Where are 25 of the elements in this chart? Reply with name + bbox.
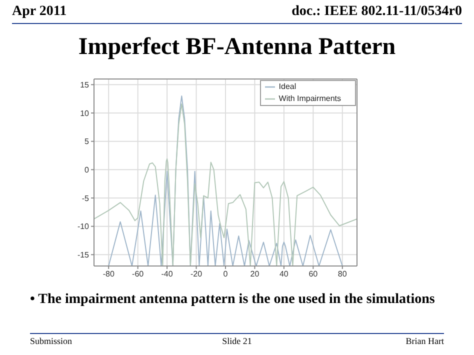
text: • The impairment antenna pattern is the one used in the simulations bbox=[30, 292, 435, 308]
text: doc.: IEEE 802.11-11/0534r0 bbox=[292, 4, 462, 20]
x-tick-label: -60 bbox=[132, 270, 144, 279]
y-tick-label: 10 bbox=[80, 108, 90, 118]
x-tick-label: -80 bbox=[102, 270, 115, 279]
x-tick-label: 0 bbox=[223, 270, 228, 279]
text: Submission bbox=[30, 336, 72, 346]
legend-label: Ideal bbox=[278, 82, 296, 91]
x-tick-label: 40 bbox=[279, 270, 289, 279]
legend-label: With Impairments bbox=[278, 94, 341, 103]
x-tick-label: 60 bbox=[308, 270, 318, 279]
text: Apr 2011 bbox=[12, 4, 67, 20]
chart-title: Imperfect BF-Antenna Pattern bbox=[77, 34, 397, 61]
y-tick-label: -15 bbox=[77, 250, 90, 260]
y-tick-label: 0 bbox=[84, 166, 90, 175]
y-tick-label: 5 bbox=[84, 137, 90, 146]
y-tick-label: -10 bbox=[77, 222, 90, 232]
text: Slide 21 bbox=[222, 336, 252, 346]
x-tick-label: 20 bbox=[250, 270, 260, 279]
text: Brian Hart bbox=[406, 336, 444, 346]
x-tick-label: -40 bbox=[161, 270, 174, 279]
x-tick-label: 80 bbox=[338, 270, 348, 279]
y-tick-label: 15 bbox=[80, 80, 90, 90]
y-tick-label: -5 bbox=[82, 194, 90, 203]
x-tick-label: -20 bbox=[190, 270, 203, 279]
